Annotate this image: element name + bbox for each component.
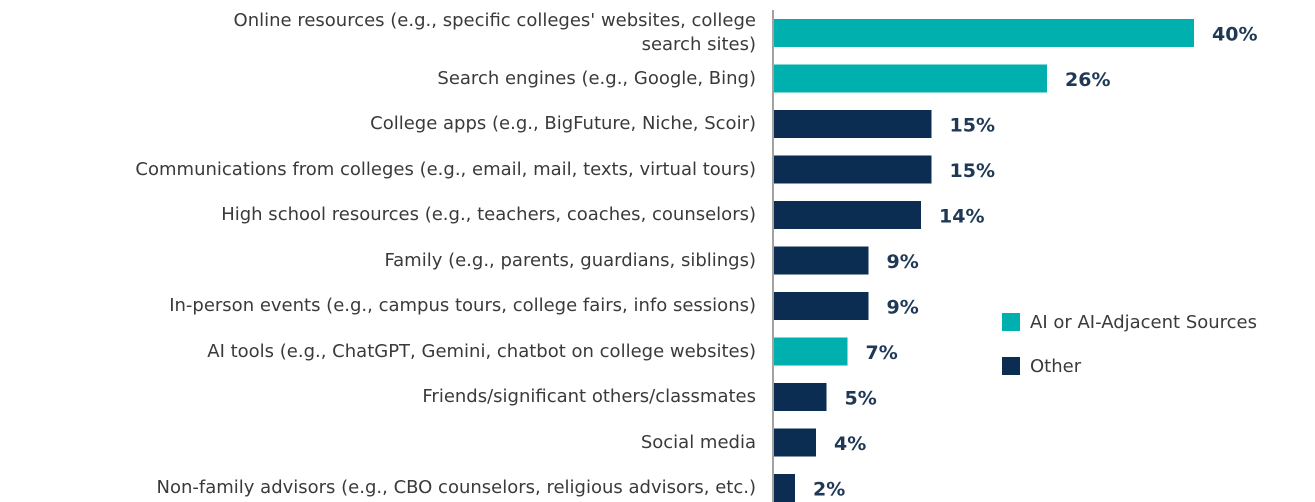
value-label: 15% bbox=[950, 115, 995, 137]
value-label: 9% bbox=[887, 251, 919, 273]
category-label: Social media bbox=[640, 431, 756, 453]
legend-swatch bbox=[1002, 313, 1020, 331]
bar bbox=[774, 292, 869, 320]
category-label: Communications from colleges (e.g., emai… bbox=[135, 158, 756, 180]
bar bbox=[774, 428, 816, 457]
value-label: 26% bbox=[1065, 69, 1110, 91]
legend-label: AI or AI-Adjacent Sources bbox=[1030, 312, 1257, 333]
value-label: 2% bbox=[813, 479, 845, 501]
bar bbox=[774, 383, 827, 411]
category-label: Online resources (e.g., specific college… bbox=[233, 10, 756, 55]
bar bbox=[774, 474, 795, 502]
bar bbox=[774, 110, 932, 138]
bar bbox=[774, 246, 869, 275]
value-label: 14% bbox=[939, 206, 984, 228]
category-label: In-person events (e.g., campus tours, co… bbox=[169, 295, 756, 316]
value-label: 40% bbox=[1212, 24, 1257, 46]
bar bbox=[774, 64, 1047, 93]
bar bbox=[774, 337, 848, 366]
value-label: 5% bbox=[845, 388, 877, 410]
value-label: 7% bbox=[866, 342, 898, 364]
value-label: 9% bbox=[887, 297, 919, 319]
category-label: College apps (e.g., BigFuture, Niche, Sc… bbox=[370, 113, 756, 134]
category-label: High school resources (e.g., teachers, c… bbox=[221, 204, 756, 225]
value-label: 4% bbox=[834, 433, 866, 455]
bar bbox=[774, 19, 1194, 47]
value-label: 15% bbox=[950, 160, 995, 182]
legend-label: Other bbox=[1030, 356, 1082, 377]
category-label: AI tools (e.g., ChatGPT, Gemini, chatbot… bbox=[207, 340, 756, 362]
category-label: Friends/significant others/classmates bbox=[422, 386, 756, 407]
category-label: Search engines (e.g., Google, Bing) bbox=[437, 67, 756, 89]
bar bbox=[774, 155, 932, 184]
category-label: Non-family advisors (e.g., CBO counselor… bbox=[156, 477, 757, 498]
category-label: Family (e.g., parents, guardians, siblin… bbox=[384, 249, 756, 271]
legend-swatch bbox=[1002, 357, 1020, 375]
bar bbox=[774, 201, 921, 229]
